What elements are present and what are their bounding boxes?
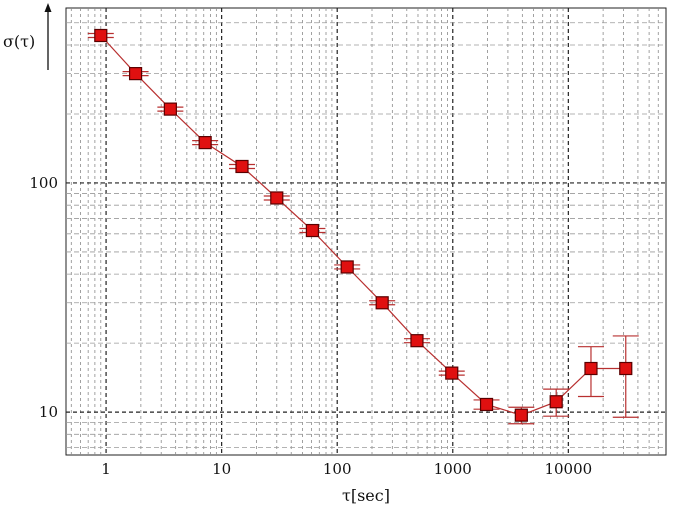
data-point (410, 334, 424, 348)
x-tick-label: 1000 (434, 460, 472, 478)
grid (66, 8, 666, 455)
data-point (128, 67, 143, 81)
data-point (235, 159, 249, 174)
x-tick-label: 10 (212, 460, 231, 478)
plot-area (65, 7, 667, 456)
series-polyline (100, 35, 626, 416)
data-point (198, 136, 212, 150)
data-point (514, 408, 528, 422)
error-bar (612, 335, 639, 418)
data-point (163, 102, 177, 116)
data-point (584, 361, 598, 376)
x-tick-label: 10000 (544, 460, 592, 478)
data-point (340, 260, 354, 274)
tick-labels: 1 10 100 1000 10000 10 100 (29, 174, 592, 478)
data-markers (94, 28, 633, 422)
data-point (479, 397, 494, 412)
data-point (445, 366, 459, 380)
x-axis-label: τ[sec] (342, 486, 390, 505)
x-tick-label: 1 (101, 460, 111, 478)
y-axis-label: σ(τ) (3, 32, 35, 51)
x-tick-label: 100 (323, 460, 352, 478)
data-point (94, 28, 108, 43)
y-axis-arrow-head (44, 3, 52, 12)
data-point (375, 296, 389, 310)
data-point (270, 191, 284, 205)
data-point (305, 223, 319, 238)
y-tick-label: 10 (39, 403, 58, 421)
y-tick-label: 100 (29, 174, 58, 192)
series-line (100, 35, 626, 416)
data-point (619, 361, 633, 376)
data-point (549, 395, 563, 409)
